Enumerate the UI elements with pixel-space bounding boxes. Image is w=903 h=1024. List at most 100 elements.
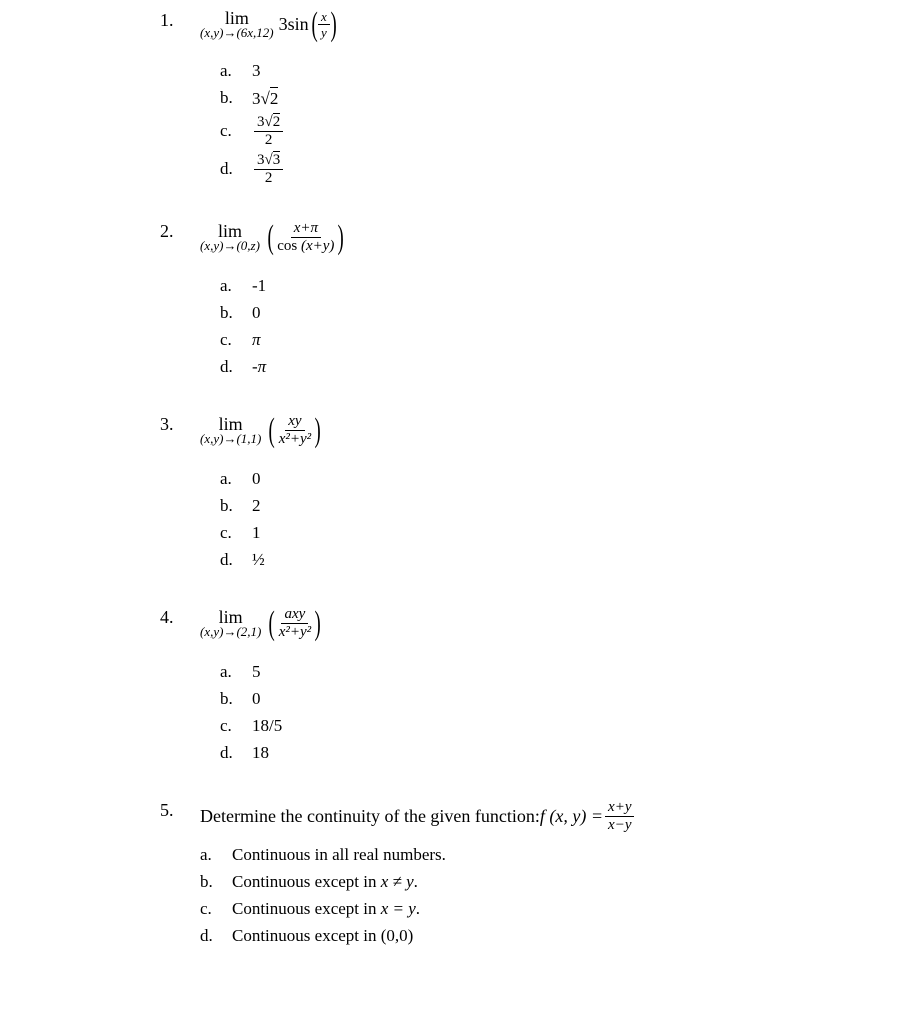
option-value: 18/5 xyxy=(252,716,282,736)
option-value: 0 xyxy=(252,469,261,489)
option-value: Continuous except in (0,0) xyxy=(232,926,413,946)
option-letter: c. xyxy=(200,899,232,919)
option: c. π xyxy=(220,328,863,352)
question-4: 4. lim (x,y)→(2,1) ( axy x²+y² ) a. 5 b.… xyxy=(160,607,863,765)
fraction: axy x²+y² xyxy=(276,607,314,640)
option-value: 2 xyxy=(252,496,261,516)
sqrt: 2 xyxy=(265,113,281,130)
limit-block: lim (x,y)→(6x,12) xyxy=(200,10,274,39)
sqrt-bar: 3 xyxy=(273,151,281,168)
option: d. -π xyxy=(220,355,863,379)
option-value: Continuous except in x ≠ y. xyxy=(232,872,418,892)
option: b. Continuous except in x ≠ y. xyxy=(200,870,863,894)
frac-numerator: axy xyxy=(281,607,308,624)
option-value: 0 xyxy=(252,689,261,709)
option-value: -π xyxy=(252,357,266,377)
frac-numerator: 32 xyxy=(254,113,283,132)
question-4-options: a. 5 b. 0 c. 18/5 d. 18 xyxy=(220,660,863,765)
option: b. 0 xyxy=(220,301,863,325)
option-value: ½ xyxy=(252,550,265,570)
option-letter: c. xyxy=(220,330,252,350)
option-letter: b. xyxy=(200,872,232,892)
option-letter: d. xyxy=(220,159,252,179)
value-prefix: Continuous except in xyxy=(232,899,381,918)
frac-numerator: x xyxy=(318,10,330,25)
option: d. 18 xyxy=(220,741,863,765)
option-value: 0 xyxy=(252,303,261,323)
function-notation: f (x, y) = xyxy=(540,806,603,827)
value-italic: x = y xyxy=(381,899,416,918)
frac-denominator: y xyxy=(318,25,330,39)
option-letter: d. xyxy=(200,926,232,946)
question-5-text: Determine the continuity of the given fu… xyxy=(200,806,540,827)
function-prefix: 3sin xyxy=(279,14,309,35)
question-2: 2. lim (x,y)→(0,z) ( x+π cos (x+y) ) a. … xyxy=(160,221,863,379)
option-value: 3 xyxy=(252,61,261,81)
fraction: x y xyxy=(318,10,330,39)
option-letter: c. xyxy=(220,716,252,736)
lim-subscript: (x,y)→(0,z) xyxy=(200,240,260,252)
option-letter: d. xyxy=(220,357,252,377)
fraction: x+π cos (x+y) xyxy=(274,221,337,254)
sqrt-bar: 2 xyxy=(273,113,281,130)
lim-subscript: (x,y)→(6x,12) xyxy=(200,27,274,39)
value-prefix: Continuous except in xyxy=(232,872,381,891)
question-3-options: a. 0 b. 2 c. 1 d. ½ xyxy=(220,467,863,572)
frac-denominator: cos (x+y) xyxy=(274,238,337,254)
value-suffix: . xyxy=(416,899,420,918)
question-4-expression: lim (x,y)→(2,1) ( axy x²+y² ) xyxy=(200,607,323,640)
question-1: 1. lim (x,y)→(6x,12) 3sin ( x y ) a. 3 b… xyxy=(160,10,863,186)
option-letter: a. xyxy=(220,469,252,489)
option: d. Continuous except in (0,0) xyxy=(200,924,863,948)
question-4-header: 4. lim (x,y)→(2,1) ( axy x²+y² ) xyxy=(160,607,863,640)
fraction: 32 2 xyxy=(254,113,283,148)
option: a. 3 xyxy=(220,59,863,83)
question-5-expression: Determine the continuity of the given fu… xyxy=(200,800,636,833)
question-2-options: a. -1 b. 0 c. π d. -π xyxy=(220,274,863,379)
option-value: 32 xyxy=(252,87,278,109)
option: a. -1 xyxy=(220,274,863,298)
question-3-header: 3. lim (x,y)→(1,1) ( xy x²+y² ) xyxy=(160,414,863,447)
option-value: -1 xyxy=(252,276,266,296)
sqrt: 2 xyxy=(261,87,279,109)
frac-numerator: x+π xyxy=(291,221,321,238)
sqrt-sign xyxy=(265,152,273,168)
sqrt-sign xyxy=(265,114,273,130)
option: a. 5 xyxy=(220,660,863,684)
option-letter: a. xyxy=(220,662,252,682)
sqrt-bar: 2 xyxy=(270,87,279,109)
sqrt: 3 xyxy=(265,151,281,168)
frac-denominator: 2 xyxy=(262,132,276,148)
question-2-number: 2. xyxy=(160,221,200,242)
frac-denominator: x²+y² xyxy=(276,431,314,447)
limit-block: lim (x,y)→(2,1) xyxy=(200,609,261,638)
question-1-options: a. 3 b. 32 c. 32 2 d. 33 2 xyxy=(220,59,863,186)
option-letter: c. xyxy=(220,121,252,141)
frac-numerator: x+y xyxy=(605,800,634,817)
option-value: 18 xyxy=(252,743,269,763)
option-value: Continuous except in x = y. xyxy=(232,899,420,919)
option: a. 0 xyxy=(220,467,863,491)
frac-denominator: x²+y² xyxy=(276,624,314,640)
option: c. 18/5 xyxy=(220,714,863,738)
option: b. 2 xyxy=(220,494,863,518)
question-5-options: a. Continuous in all real numbers. b. Co… xyxy=(200,843,863,948)
option: c. 32 2 xyxy=(220,113,863,148)
option: d. ½ xyxy=(220,548,863,572)
question-1-expression: lim (x,y)→(6x,12) 3sin ( x y ) xyxy=(200,10,339,39)
option: c. Continuous except in x = y. xyxy=(200,897,863,921)
value-prefix: 3 xyxy=(252,89,261,108)
option: d. 33 2 xyxy=(220,151,863,186)
question-5-number: 5. xyxy=(160,800,200,821)
frac-numerator: xy xyxy=(285,414,304,431)
question-5: 5. Determine the continuity of the given… xyxy=(160,800,863,948)
option: c. 1 xyxy=(220,521,863,545)
question-3-number: 3. xyxy=(160,414,200,435)
option-value: 5 xyxy=(252,662,261,682)
option: b. 0 xyxy=(220,687,863,711)
option-value: 32 2 xyxy=(252,113,285,148)
option-letter: b. xyxy=(220,88,252,108)
value-suffix: . xyxy=(414,872,418,891)
limit-block: lim (x,y)→(0,z) xyxy=(200,223,260,252)
question-1-header: 1. lim (x,y)→(6x,12) 3sin ( x y ) xyxy=(160,10,863,39)
